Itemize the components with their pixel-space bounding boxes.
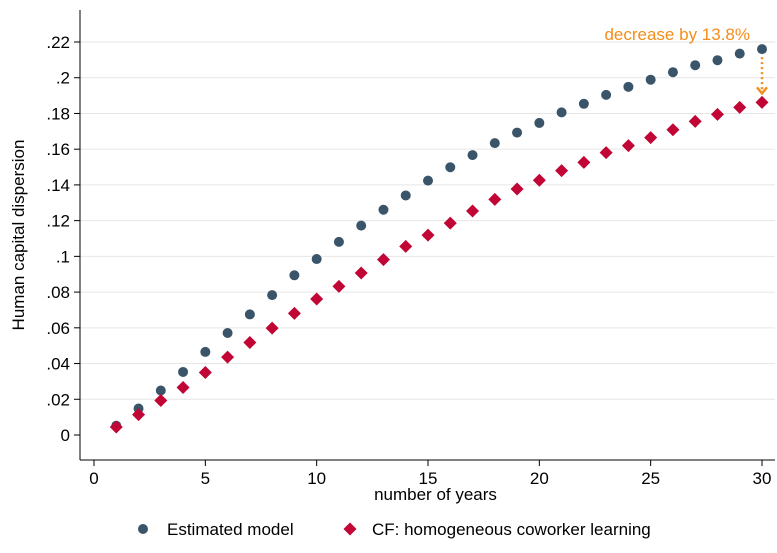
cf-point-14	[421, 228, 435, 242]
cf-point-28	[733, 100, 747, 114]
cf-point-19	[532, 173, 546, 187]
cf-point-26	[688, 114, 702, 128]
cf-point-22	[599, 146, 613, 160]
cf-point-1	[132, 408, 146, 422]
cf-point-15	[443, 216, 457, 230]
estimated-point-25	[667, 67, 678, 78]
estimated-point-6	[244, 309, 255, 320]
estimated-point-22	[601, 89, 612, 100]
estimated-point-26	[690, 60, 701, 71]
y-axis-label: Human capital dispersion	[9, 140, 28, 331]
y-tick-label-7: .14	[46, 176, 70, 195]
estimated-point-15	[445, 162, 456, 173]
estimated-point-13	[400, 190, 411, 201]
x-tick-label-4: 20	[530, 469, 549, 488]
estimated-point-29	[757, 44, 767, 55]
y-tick-label-6: .12	[46, 212, 70, 231]
x-axis-label: number of years	[374, 485, 497, 504]
annotation-text: decrease by 13.8%	[604, 25, 750, 44]
cf-point-24	[644, 131, 658, 145]
cf-point-25	[666, 123, 680, 137]
legend-marker-estimated	[138, 524, 148, 534]
estimated-point-23	[623, 81, 634, 92]
estimated-point-28	[734, 48, 745, 59]
cf-point-3	[176, 380, 190, 394]
cf-point-18	[510, 182, 524, 196]
x-tick-label-3: 15	[419, 469, 438, 488]
x-tick-label-5: 25	[641, 469, 660, 488]
legend-label-cf: CF: homogeneous coworker learning	[372, 520, 651, 539]
cf-point-6	[243, 335, 257, 349]
y-tick-label-4: .08	[46, 283, 70, 302]
annotation-arrow-head	[756, 86, 768, 96]
x-tick-label-1: 5	[201, 469, 210, 488]
estimated-point-14	[423, 175, 433, 186]
x-tick-label-6: 30	[753, 469, 772, 488]
y-tick-label-8: .16	[46, 140, 70, 159]
cf-point-2	[154, 394, 168, 408]
estimated-point-20	[556, 107, 567, 118]
cf-point-10	[332, 279, 346, 293]
cf-point-27	[710, 107, 724, 121]
estimated-point-3	[178, 366, 189, 377]
cf-point-8	[287, 306, 301, 320]
estimated-point-5	[222, 327, 233, 338]
estimated-point-27	[712, 55, 723, 66]
estimated-point-10	[333, 236, 344, 247]
y-tick-label-11: .22	[46, 33, 70, 52]
y-tick-label-3: .06	[46, 319, 70, 338]
estimated-point-19	[534, 117, 545, 128]
cf-point-17	[488, 192, 502, 206]
cf-point-12	[376, 253, 390, 267]
estimated-point-16	[467, 150, 478, 161]
legend-label-estimated: Estimated model	[167, 520, 294, 539]
cf-point-0	[109, 420, 123, 434]
estimated-point-11	[356, 220, 367, 231]
y-tick-label-9: .18	[46, 104, 70, 123]
estimated-point-17	[489, 138, 500, 149]
x-tick-label-2: 10	[307, 469, 326, 488]
estimated-point-12	[378, 204, 389, 215]
cf-point-5	[221, 350, 235, 364]
estimated-point-8	[289, 270, 300, 281]
axes: 0 .02 .04 .06 .08 .1 .12 .14 .16 .18 .2 .22 0 5 10 15 2…	[46, 10, 775, 488]
cf-point-29	[755, 95, 769, 109]
estimated-point-2	[155, 385, 166, 396]
cf-point-7	[265, 321, 279, 335]
estimated-point-4	[200, 346, 211, 357]
estimated-point-24	[645, 74, 656, 85]
estimated-point-9	[311, 254, 322, 265]
y-tick-label-2: .04	[46, 355, 70, 374]
cf-point-13	[399, 239, 413, 253]
cf-point-9	[310, 292, 324, 306]
cf-point-20	[555, 164, 569, 178]
cf-point-23	[621, 139, 635, 153]
gridlines	[80, 41, 775, 400]
series-1	[109, 95, 769, 434]
data-series	[109, 44, 769, 434]
cf-point-16	[466, 204, 480, 218]
estimated-point-18	[512, 127, 523, 138]
y-tick-label-10: .2	[56, 69, 70, 88]
estimated-point-7	[267, 290, 278, 301]
legend-marker-cf	[343, 522, 357, 536]
cf-point-4	[198, 365, 212, 379]
y-tick-label-0: 0	[61, 426, 70, 445]
cf-point-11	[354, 266, 368, 280]
y-axis-ticks: 0 .02 .04 .06 .08 .1 .12 .14 .16 .18 .2 .22	[46, 33, 80, 445]
x-tick-label-0: 0	[89, 469, 98, 488]
legend: Estimated model CF: homogeneous coworker …	[138, 520, 651, 539]
estimated-point-21	[578, 98, 589, 109]
cf-point-21	[577, 155, 591, 169]
series-0	[111, 44, 767, 431]
y-tick-label-5: .1	[56, 247, 70, 266]
y-tick-label-1: .02	[46, 390, 70, 409]
x-axis-ticks: 0 5 10 15 20 25 30	[89, 460, 771, 488]
annotation: decrease by 13.8%	[604, 25, 768, 96]
